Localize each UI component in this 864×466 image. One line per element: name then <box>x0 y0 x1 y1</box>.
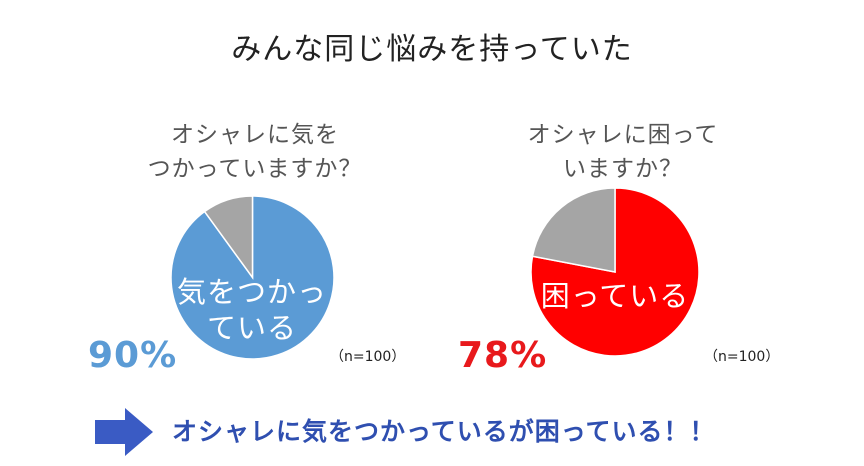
chart1-sample-size: （n=100） <box>330 349 406 365</box>
chart1-question-line1: オシャレに気を <box>171 122 339 148</box>
chart1-percent: 90% <box>88 335 178 376</box>
chart2-question: オシャレに困って いますか？ <box>488 118 758 186</box>
chart1-question: オシャレに気を つかっていますか？ <box>120 118 390 186</box>
chart2-question-line2: いますか？ <box>563 156 683 182</box>
chart2-slice-label: 困っている <box>520 278 710 314</box>
chart2-pie <box>530 187 700 357</box>
chart2-percent: 78% <box>458 335 548 376</box>
page-title: みんな同じ悩みを持っていた <box>231 32 633 67</box>
chart2-slice-0 <box>530 187 700 357</box>
conclusion-text: オシャレに気をつかっているが困っている！！ <box>172 417 716 446</box>
chart1-question-line2: つかっていますか？ <box>147 156 363 182</box>
chart1-pie <box>170 195 335 360</box>
chart1-slice-1 <box>203 195 254 280</box>
chart2-sample-size: （n=100） <box>704 349 780 365</box>
chart1-slice-label-line1: 気をつかっ <box>176 275 327 309</box>
chart2-question-line1: オシャレに困って <box>527 122 719 148</box>
arrow-right-icon <box>95 408 153 456</box>
chart2-slice-label-line1: 困っている <box>540 279 690 313</box>
chart1-slice-label: 気をつかっ ている <box>162 274 342 346</box>
chart2-slice-1 <box>531 187 616 273</box>
chart1-slice-label-line2: ている <box>206 311 297 345</box>
